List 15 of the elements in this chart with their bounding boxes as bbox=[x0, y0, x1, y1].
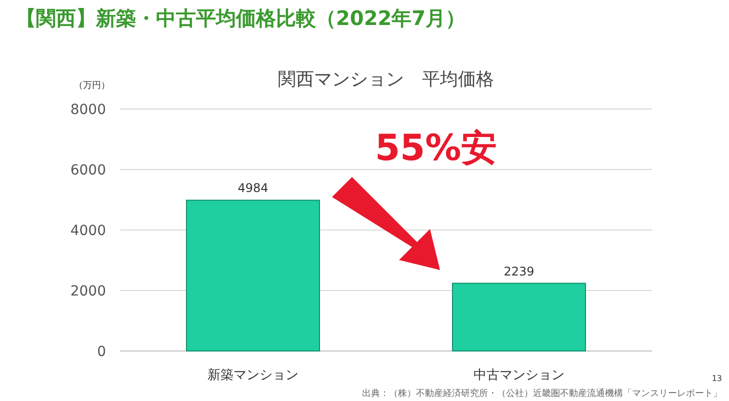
y-tick-label: 2000 bbox=[70, 284, 106, 300]
text: 13 bbox=[712, 374, 722, 383]
y-tick-label: 4000 bbox=[70, 223, 106, 239]
x-tick-label: 新築マンション bbox=[208, 368, 298, 383]
data-label: 2239 bbox=[504, 264, 534, 278]
y-tick-label: 8000 bbox=[70, 102, 106, 118]
y-tick-label: 6000 bbox=[70, 162, 106, 178]
y-axis-title: （万円） bbox=[74, 81, 110, 91]
annotation: 55%安 bbox=[375, 128, 498, 169]
chart-subtitle: 関西マンション 平均価格 bbox=[278, 69, 494, 90]
y-tick-label: 0 bbox=[97, 344, 106, 360]
x-tick-label: 中古マンション bbox=[474, 368, 564, 383]
chart-title: 【関西】新築・中古平均価格比較（2022年7月） bbox=[16, 6, 466, 30]
data-label: 4984 bbox=[238, 181, 268, 196]
source-note: 出典：（株）不動産経済研究所・（公社）近畿圏不動産流通機構「マンスリーレポート」 bbox=[362, 388, 722, 399]
